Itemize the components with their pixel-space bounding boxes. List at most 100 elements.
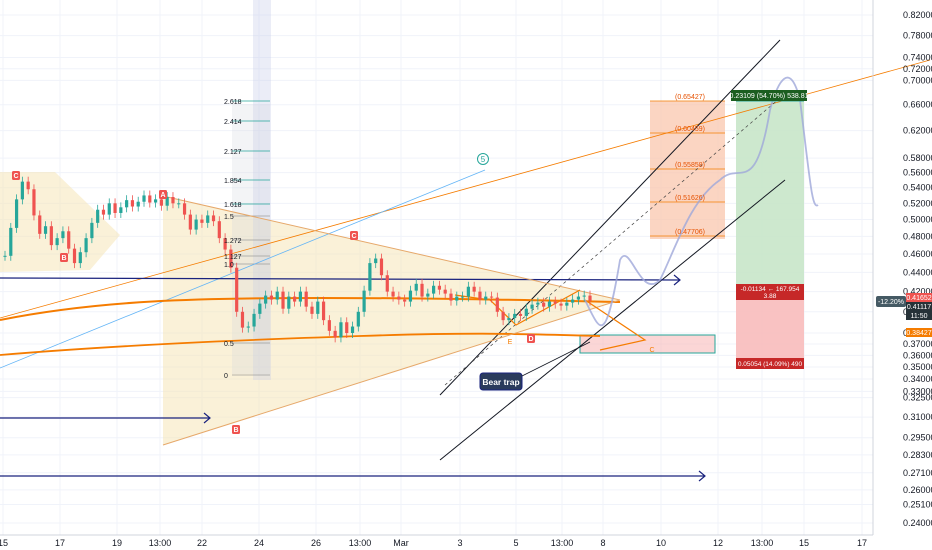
candle-body xyxy=(553,301,557,304)
wave-c3-label: C xyxy=(649,347,654,354)
candle-body xyxy=(426,293,430,297)
x-tick-label: 13:00 xyxy=(751,538,774,548)
fib-level-label: 1.272 xyxy=(224,238,242,245)
last-price-label: 0.41117 xyxy=(907,304,931,311)
candle-body xyxy=(571,299,575,303)
candle-body xyxy=(188,214,192,230)
x-tick-label: 12 xyxy=(713,538,723,548)
ratio-label: 3.88 xyxy=(764,293,777,300)
candle-body xyxy=(153,199,158,203)
candle-body xyxy=(298,291,302,302)
x-tick-label: Mar xyxy=(393,538,409,548)
candle-body xyxy=(72,248,77,264)
x-tick-label: 26 xyxy=(311,538,321,548)
wave-c2-label: C xyxy=(351,233,356,240)
candle-body xyxy=(84,238,88,253)
candle-body xyxy=(177,203,181,205)
wave-b2-label: B xyxy=(233,427,238,434)
x-tick-label: 13:00 xyxy=(551,538,574,548)
blue-trendline xyxy=(0,169,486,369)
candle-body xyxy=(495,297,499,312)
candle-body xyxy=(449,293,453,301)
candle-body xyxy=(501,311,505,321)
candle-body xyxy=(420,283,424,297)
candle-body xyxy=(3,255,7,257)
fib-level-label: 2.127 xyxy=(224,149,242,156)
candle-body xyxy=(32,189,36,216)
arrow-heads xyxy=(203,274,706,482)
wave-a-label: A xyxy=(160,192,165,199)
candle-body xyxy=(350,326,355,334)
candle-body xyxy=(281,291,285,309)
x-tick-label: 3 xyxy=(457,538,462,548)
bear-trap-pointer xyxy=(521,341,591,377)
drawing-lines xyxy=(0,39,931,482)
candle-body xyxy=(455,296,459,301)
candle-body xyxy=(379,258,384,276)
candle-body xyxy=(107,203,111,215)
wave-a-label-bg xyxy=(159,190,167,199)
candles xyxy=(3,176,592,343)
triangle-zone-main xyxy=(163,196,620,445)
candle-body xyxy=(90,222,94,239)
candle-body xyxy=(38,215,42,234)
change-label: -12.20% xyxy=(878,299,904,306)
zones xyxy=(0,0,804,445)
candle-body xyxy=(119,207,123,213)
candle-body xyxy=(142,195,146,202)
wave-d-label: D xyxy=(528,336,533,343)
triangle-zone-left xyxy=(0,172,120,272)
fib-right-label: (0.65427) xyxy=(675,94,705,101)
candle-body xyxy=(26,181,30,190)
target-label: 0.23109 (54.70%) 538.81 xyxy=(729,93,808,100)
candle-body xyxy=(252,313,256,327)
candle-body xyxy=(96,209,100,223)
candle-body xyxy=(136,201,140,207)
candle-body xyxy=(524,308,528,316)
candle-body xyxy=(547,301,552,307)
candle-body xyxy=(9,227,13,256)
entry-label: -0.01134 ← 167.954 xyxy=(741,286,800,293)
candle-body xyxy=(408,290,413,302)
x-tick-label: 22 xyxy=(197,538,207,548)
bear-trap-badge xyxy=(479,372,523,391)
wave-5-circle xyxy=(477,153,489,165)
candle-body xyxy=(211,215,216,222)
fib-extension-box xyxy=(232,104,270,374)
candle-body xyxy=(385,275,389,292)
level-badge xyxy=(906,328,932,337)
fib-level-label: 1.5 xyxy=(224,214,234,221)
candle-body xyxy=(304,291,308,307)
candle-body xyxy=(275,291,279,300)
demand-zone-border xyxy=(579,334,716,354)
grid xyxy=(0,0,873,535)
bear-trap-label: Bear trap xyxy=(482,377,519,387)
candle-body xyxy=(478,291,482,300)
candle-body xyxy=(194,219,198,230)
change-badge xyxy=(876,296,906,307)
fib-level-label: 1.127 xyxy=(224,254,242,261)
candle-body xyxy=(61,231,65,239)
candle-body xyxy=(489,296,494,298)
candle-body xyxy=(530,304,534,309)
candle-body xyxy=(356,311,360,327)
candle-body xyxy=(460,296,465,298)
candle-body xyxy=(513,313,517,319)
candle-body xyxy=(165,197,169,206)
level-label: 0.38427 xyxy=(906,330,931,337)
